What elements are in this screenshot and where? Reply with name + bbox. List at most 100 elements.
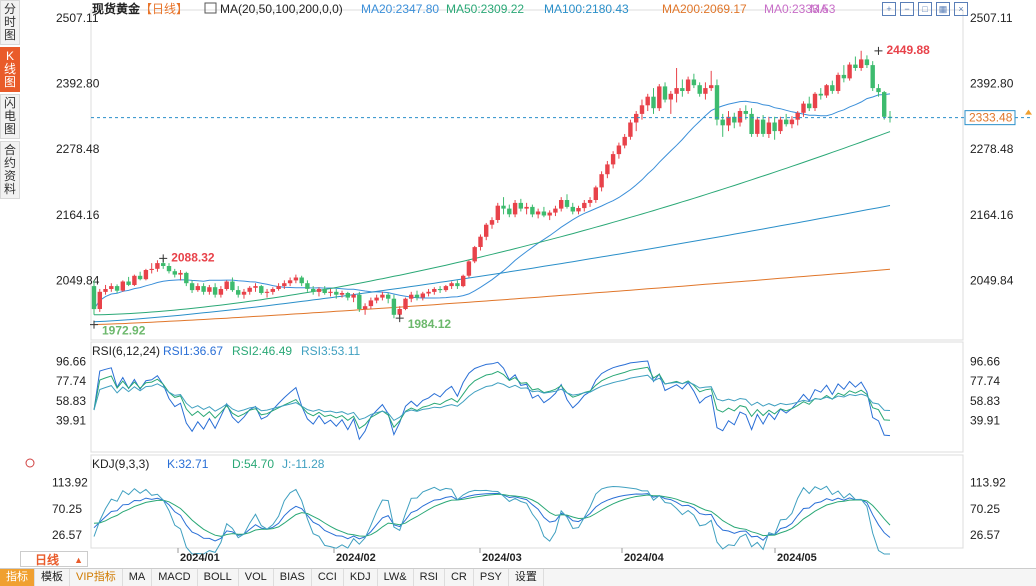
candle-body-34 (287, 280, 293, 284)
candle-body-46 (357, 294, 362, 309)
bottom-tab-ma[interactable]: MA (123, 569, 153, 586)
main-ytick-left-0: 2507.11 (56, 11, 99, 25)
grid-icon[interactable]: ▦ (936, 2, 950, 16)
chart-canvas[interactable]: 现货黄金 【日线】 MA(20,50,100,200,0,0) MA20:2347.8… (0, 0, 1036, 568)
candle-body-44 (345, 293, 350, 298)
kdj-settings-icon (25, 458, 35, 468)
kdj-ytick-left-0: 113.92 (52, 476, 88, 490)
window-icon[interactable]: □ (918, 2, 932, 16)
bottom-tab-rsi[interactable]: RSI (414, 569, 445, 586)
ma-value-2: MA100:2180.43 (544, 2, 629, 16)
candle-body-80 (553, 208, 558, 213)
candle-body-8 (137, 275, 143, 280)
candle-body-33 (282, 283, 287, 287)
candle-body-35 (293, 277, 299, 281)
tab-flash[interactable]: 闪电图 (0, 94, 20, 139)
candle-body-12 (161, 263, 166, 266)
kdj-line-1 (93, 493, 891, 537)
candle-body-125 (812, 93, 818, 109)
period-selector[interactable]: 日线 ▲ (20, 551, 88, 567)
candle-body-0 (91, 286, 97, 310)
candle-body-71 (501, 205, 506, 209)
rsi-title: RSI(6,12,24) (92, 344, 160, 358)
candle-body-27 (247, 287, 252, 292)
bottom-tab-bias[interactable]: BIAS (274, 569, 312, 586)
candle-body-68 (484, 224, 489, 237)
candle-body-57 (420, 293, 425, 298)
rsi-legend-0: RSI1:36.67 (163, 344, 223, 358)
indicator-bar: 指标 模板 VIP指标 MA MACD BOLL VOL BIAS CCI KD… (0, 568, 1036, 586)
main-pane-frame (90, 9, 964, 341)
candle-body-10 (149, 268, 154, 270)
last-price-box (964, 110, 1016, 126)
zoom-out-icon[interactable]: − (900, 2, 914, 16)
ma-value-5: MA (810, 2, 828, 16)
candle-body-77 (535, 211, 541, 215)
candle-body-43 (339, 293, 345, 295)
bottom-tab-lw[interactable]: LW& (378, 569, 414, 586)
candle-body-4 (114, 286, 120, 291)
candle-body-29 (259, 286, 264, 293)
tab-contract-info[interactable]: 合约资料 (0, 141, 20, 199)
candle-body-122 (795, 112, 800, 120)
candle-body-99 (662, 86, 668, 100)
candle-body-108 (714, 85, 720, 120)
xtick-4: 2024/05 (777, 552, 817, 564)
bottom-tab-vol[interactable]: VOL (239, 569, 274, 586)
tab-timeshare[interactable]: 分时图 (0, 0, 20, 45)
candle-body-73 (512, 202, 518, 215)
candle-body-1 (97, 291, 102, 309)
candle-body-2 (103, 289, 108, 292)
rsi-ytick-right-3: 39.91 (970, 413, 1000, 427)
candle-body-135 (870, 65, 875, 89)
price-alert-icon (1025, 109, 1032, 115)
bottom-tab-macd[interactable]: MACD (152, 569, 198, 586)
candle-body-130 (841, 74, 847, 79)
bottom-tab-cr[interactable]: CR (445, 569, 474, 586)
ma50-line (93, 131, 891, 316)
chart-toolbar: + − □ ▦ × (882, 2, 968, 16)
bottom-tab-psy[interactable]: PSY (474, 569, 509, 586)
candle-body-120 (784, 119, 789, 125)
bottom-tab-cci[interactable]: CCI (312, 569, 344, 586)
kdj-legend-2: J:-11.28 (282, 457, 325, 471)
annotation-marker-0 (159, 254, 168, 263)
rsi-line-0 (93, 360, 891, 441)
rsi-ytick-left-2: 58.83 (56, 394, 86, 408)
bottom-tab-vip[interactable]: VIP指标 (70, 569, 123, 586)
candle-body-85 (582, 202, 587, 209)
rsi-ytick-left-0: 96.66 (56, 354, 86, 368)
rsi-line-2 (93, 374, 891, 422)
annotation-1: 1972.92 (102, 324, 146, 338)
bottom-tab-template[interactable]: 模板 (35, 569, 70, 586)
candle-body-59 (432, 289, 437, 292)
ma-value-3: MA200:2069.17 (662, 2, 747, 16)
candle-body-123 (801, 103, 806, 113)
candle-body-127 (824, 85, 829, 96)
candle-body-92 (622, 136, 627, 146)
kdj-ytick-right-0: 113.92 (970, 476, 1006, 490)
zoom-in-icon[interactable]: + (882, 2, 896, 16)
candle-body-50 (380, 294, 385, 298)
candle-body-51 (386, 294, 391, 299)
bottom-tab-indicator[interactable]: 指标 (0, 569, 35, 586)
candle-body-62 (449, 283, 454, 287)
candle-body-101 (674, 88, 679, 94)
bottom-tab-settings[interactable]: 设置 (509, 569, 544, 586)
candle-body-40 (322, 289, 327, 293)
last-price-label: 2333.48 (969, 111, 1013, 125)
candle-body-86 (587, 200, 593, 203)
close-icon[interactable]: × (954, 2, 968, 16)
bottom-tab-kdj[interactable]: KDJ (344, 569, 378, 586)
tab-kline[interactable]: K线图 (0, 47, 20, 92)
ma-title: MA(20,50,100,200,0,0) (220, 2, 343, 16)
candle-body-15 (178, 272, 183, 275)
main-ytick-left-3: 2164.16 (56, 208, 100, 222)
kdj-legend-1: D:54.70 (232, 457, 274, 471)
candle-body-95 (639, 105, 645, 114)
bottom-tab-boll[interactable]: BOLL (198, 569, 239, 586)
annotation-marker-3 (874, 46, 883, 55)
candle-body-66 (472, 247, 477, 262)
candle-body-96 (645, 96, 650, 106)
candle-body-36 (299, 277, 304, 284)
